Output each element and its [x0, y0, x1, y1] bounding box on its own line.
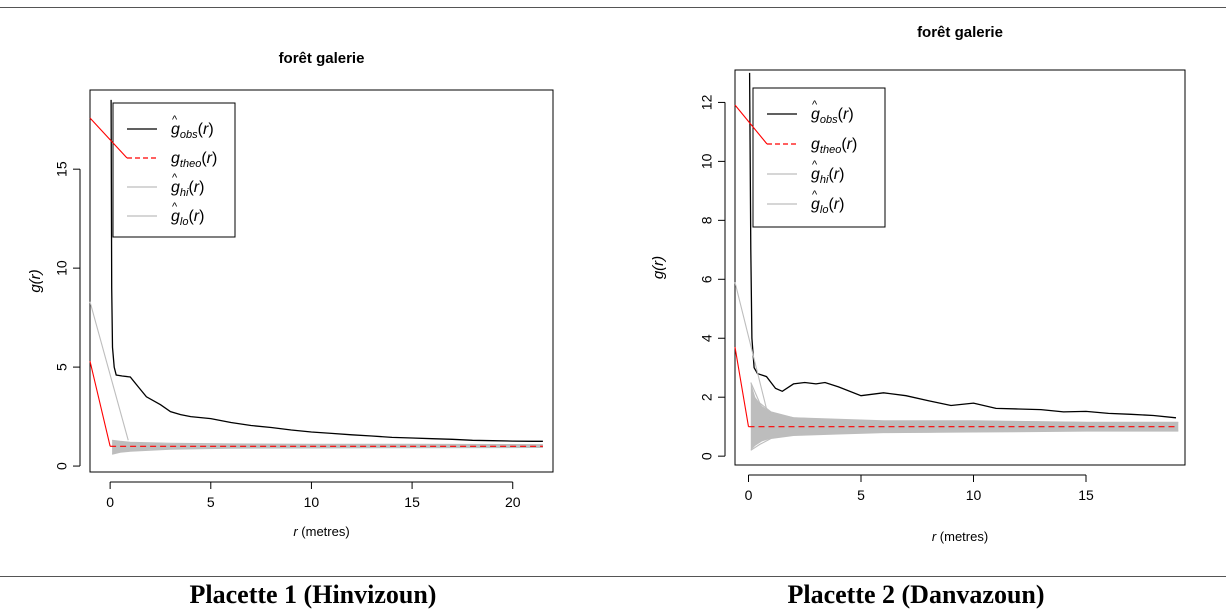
legend-hat: ^: [812, 189, 818, 201]
x-tick-label: 10: [304, 494, 320, 510]
theo-lead-in: [734, 346, 750, 427]
chart-title: forêt galerie: [917, 24, 1003, 41]
y-tick-label: 10: [699, 153, 715, 169]
x-tick-label: 0: [106, 494, 114, 510]
series-line-hi: [112, 439, 543, 446]
x-tick-label: 15: [1078, 487, 1094, 503]
y-axis-label: g(r): [650, 256, 667, 279]
y-tick-label: 15: [54, 161, 70, 177]
x-axis-label: r (metres): [293, 524, 349, 539]
legend-hat: ^: [172, 172, 178, 184]
pair-correlation-plot-2: forêt galerie 0 5 10 15 0 2 4 6 8 10 12 r (metres) g(…: [650, 24, 1186, 544]
x-axis-label: r (metres): [932, 529, 988, 544]
legend-connector-theo: [89, 117, 128, 159]
y-tick-label: 0: [54, 462, 70, 470]
envelope-band: [112, 440, 543, 455]
plot-frame: [89, 89, 554, 473]
x-tick-label: 20: [505, 494, 521, 510]
y-tick-label: 12: [699, 94, 715, 110]
x-tick-label: 10: [966, 487, 982, 503]
legend-label-hi: ghi(r): [811, 166, 844, 186]
pair-correlation-plot-1: forêt galerie 0 5 10 15 20 0 5 10 15 r (metres) g(r…: [27, 50, 554, 539]
y-tick-label: 6: [699, 275, 715, 283]
legend-connector-theo: [734, 104, 768, 145]
legend-box: [112, 102, 236, 238]
plot-frame: [734, 69, 1186, 466]
caption-plot-2: Placette 2 (Danvazoun): [787, 580, 1045, 609]
theo-lead-in: [89, 361, 111, 447]
envelope-band: [750, 382, 1179, 451]
top-rule: [0, 7, 1226, 8]
hi-lead-in: [734, 282, 770, 418]
legend-hat: ^: [812, 159, 818, 171]
legend-hat: ^: [172, 201, 178, 213]
series-line-hi: [750, 382, 1179, 423]
x-tick-label: 5: [207, 494, 215, 510]
x-tick-label: 0: [745, 487, 753, 503]
bottom-rule: [0, 576, 1226, 577]
y-axis-label: g(r): [27, 269, 44, 292]
series-line-obs: [110, 99, 543, 442]
y-tick-label: 10: [54, 260, 70, 276]
legend-label-lo: glo(r): [171, 208, 204, 228]
y-tick-label: 2: [699, 393, 715, 401]
series-line-lo: [750, 430, 1179, 451]
legend-label-hi: ghi(r): [171, 179, 204, 199]
x-tick-label: 15: [404, 494, 420, 510]
series-line-lo: [111, 446, 543, 455]
legend-label-obs: gobs(r): [171, 121, 214, 141]
legend-label-theo: gtheo(r): [171, 150, 217, 170]
legend-label-theo: gtheo(r): [811, 136, 857, 156]
y-tick-label: 4: [699, 334, 715, 342]
caption-plot-1: Placette 1 (Hinvizoun): [189, 580, 437, 609]
legend-label-lo: glo(r): [811, 196, 844, 216]
legend-hat: ^: [812, 99, 818, 111]
y-tick-label: 0: [699, 452, 715, 460]
series-line-obs: [748, 72, 1177, 419]
legend-label-obs: gobs(r): [811, 106, 854, 126]
y-tick-label: 5: [54, 363, 70, 371]
hi-lead-in: [89, 301, 129, 441]
chart-title: forêt galerie: [279, 50, 365, 67]
legend-hat: ^: [172, 114, 178, 126]
x-tick-label: 5: [857, 487, 865, 503]
y-tick-label: 8: [699, 216, 715, 224]
